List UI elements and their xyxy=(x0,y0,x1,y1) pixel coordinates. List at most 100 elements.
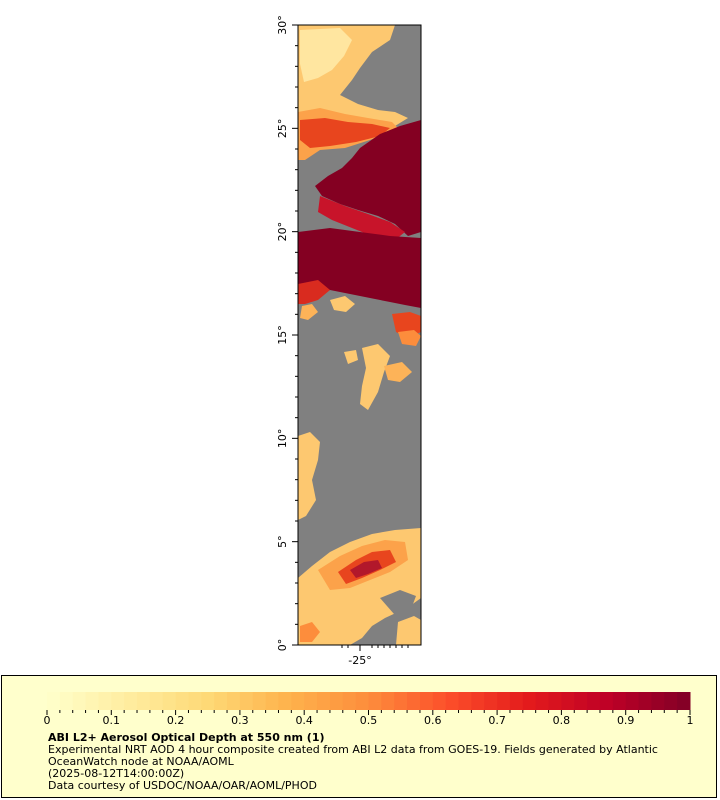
lat-tick-label: 5° xyxy=(276,535,289,548)
legend-description-line1: Experimental NRT AOD 4 hour composite cr… xyxy=(48,743,658,756)
aod-band-south-orange xyxy=(398,330,421,346)
colorbar-cell xyxy=(329,692,344,710)
colorbar-cell xyxy=(548,692,562,710)
lon-ticks: -25° xyxy=(341,645,409,667)
colorbar-cell xyxy=(214,692,228,710)
colorbar-cell xyxy=(651,692,665,710)
colorbar-tick-label: 1 xyxy=(687,714,694,727)
colorbar-cell xyxy=(445,692,460,710)
colorbar-cell xyxy=(239,692,254,710)
colorbar-cells xyxy=(47,692,691,710)
colorbar-cell xyxy=(664,692,678,710)
aod-map: 0° 5° 10° 15° 20° 25° 30° -25° xyxy=(276,15,422,667)
colorbar-cell xyxy=(612,692,627,710)
colorbar-cell xyxy=(355,692,369,710)
legend-timestamp: (2025-08-12T14:00:00Z) xyxy=(48,767,185,780)
colorbar-cell xyxy=(265,692,279,710)
colorbar-cell xyxy=(72,692,87,710)
map-data-layer xyxy=(298,25,421,645)
colorbar-tick-label: 0.5 xyxy=(360,714,378,727)
colorbar-cell xyxy=(188,692,202,710)
colorbar-cell xyxy=(227,692,241,710)
colorbar-tick-label: 0.4 xyxy=(295,714,313,727)
colorbar-cell xyxy=(509,692,524,710)
colorbar-tick-label: 0.7 xyxy=(488,714,506,727)
aod-patch-mid-3 xyxy=(344,350,358,364)
colorbar-cell xyxy=(291,692,305,710)
colorbar-cell xyxy=(535,692,550,710)
colorbar-tick-label: 0.3 xyxy=(231,714,249,727)
aod-region-north-high xyxy=(300,118,390,148)
legend-title: ABI L2+ Aerosol Optical Depth at 550 nm … xyxy=(48,731,325,744)
aod-plume-north xyxy=(315,120,421,236)
colorbar-cell xyxy=(47,692,61,710)
colorbar-tick-label: 0.8 xyxy=(553,714,571,727)
legend-description-line2: OceanWatch node at NOAA/AOML xyxy=(48,755,234,768)
colorbar-cell xyxy=(407,692,421,710)
aod-band-main xyxy=(298,228,421,308)
colorbar-cell xyxy=(252,692,267,710)
legend-credit: Data courtesy of USDOC/NOAA/OAR/AOML/PHO… xyxy=(48,779,317,792)
colorbar-cell xyxy=(394,692,408,710)
colorbar-cell xyxy=(201,692,215,710)
colorbar: 0 0.1 0.2 0.3 0.4 0.5 0.6 0.7 0.8 0.9 1 xyxy=(44,692,694,727)
colorbar-cell xyxy=(59,692,74,710)
colorbar-cell xyxy=(419,692,434,710)
lon-tick-label: -25° xyxy=(348,654,371,667)
colorbar-cell xyxy=(599,692,614,710)
aod-plume-north-edge xyxy=(318,196,405,240)
colorbar-cell xyxy=(304,692,318,710)
colorbar-labels: 0 0.1 0.2 0.3 0.4 0.5 0.6 0.7 0.8 0.9 1 xyxy=(44,714,694,727)
colorbar-cell xyxy=(381,692,395,710)
colorbar-cell xyxy=(471,692,485,710)
colorbar-cell xyxy=(85,692,99,710)
colorbar-cell xyxy=(137,692,151,710)
colorbar-cell xyxy=(497,692,511,710)
lat-tick-label: 30° xyxy=(276,15,289,35)
colorbar-cell xyxy=(638,692,652,710)
colorbar-cell xyxy=(522,692,537,710)
lat-tick-label: 10° xyxy=(276,429,289,449)
aod-region-southeast xyxy=(396,616,421,645)
colorbar-tick-label: 0.1 xyxy=(103,714,121,727)
aod-region-southwest-edge xyxy=(300,622,320,642)
aod-patch-mid-2 xyxy=(360,344,390,410)
colorbar-cell xyxy=(175,692,189,710)
colorbar-tick-label: 0.2 xyxy=(167,714,185,727)
aod-patch-west-2 xyxy=(298,432,320,520)
colorbar-cell xyxy=(278,692,292,710)
lat-tick-label: 25° xyxy=(276,119,289,139)
colorbar-cell xyxy=(432,692,447,710)
aod-patch-west-1 xyxy=(300,304,318,320)
aod-region-north-light xyxy=(300,28,352,82)
lat-tick-label: 20° xyxy=(276,222,289,242)
colorbar-cell xyxy=(368,692,382,710)
colorbar-tick-label: 0 xyxy=(44,714,51,727)
colorbar-cell xyxy=(162,692,177,710)
aod-region-south-hole xyxy=(380,590,416,614)
legend-caption: ABI L2+ Aerosol Optical Depth at 550 nm … xyxy=(48,732,708,792)
colorbar-cell xyxy=(625,692,640,710)
colorbar-cell xyxy=(98,692,112,710)
aod-region-south-dense xyxy=(350,560,382,578)
colorbar-cell xyxy=(484,692,498,710)
colorbar-cell xyxy=(317,692,331,710)
colorbar-tick-label: 0.9 xyxy=(617,714,635,727)
colorbar-cell xyxy=(111,692,125,710)
lat-tick-label: 15° xyxy=(276,325,289,345)
colorbar-ticks xyxy=(46,710,691,715)
colorbar-cell xyxy=(587,692,601,710)
colorbar-cell xyxy=(342,692,357,710)
colorbar-cell xyxy=(149,692,164,710)
colorbar-cell xyxy=(458,692,472,710)
aod-band-edge xyxy=(298,280,330,304)
lat-ticks: 0° 5° 10° 15° 20° 25° 30° xyxy=(276,15,298,651)
colorbar-cell xyxy=(561,692,575,710)
legend-panel: 0 0.1 0.2 0.3 0.4 0.5 0.6 0.7 0.8 0.9 1 ABI L2+ Ae… xyxy=(1,675,717,798)
aod-patch-mid-1 xyxy=(330,296,355,312)
colorbar-cell xyxy=(677,692,691,710)
aod-patch-east-1 xyxy=(384,362,412,382)
colorbar-tick-label: 0.6 xyxy=(424,714,442,727)
colorbar-cell xyxy=(574,692,588,710)
lat-tick-label: 0° xyxy=(276,639,289,652)
